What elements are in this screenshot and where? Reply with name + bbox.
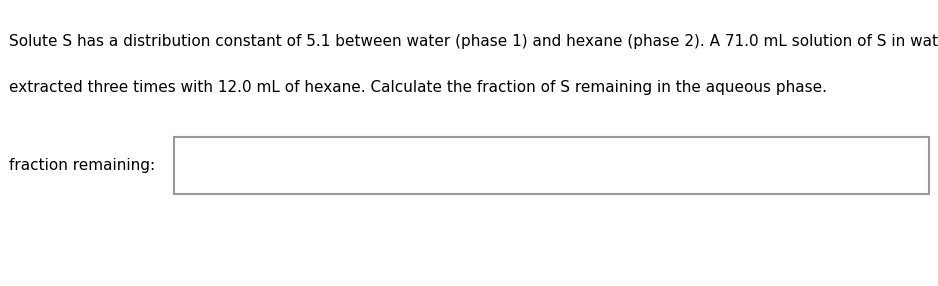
FancyBboxPatch shape [174, 137, 929, 194]
Text: extracted three times with 12.0 mL of hexane. Calculate the fraction of S remain: extracted three times with 12.0 mL of he… [9, 80, 827, 95]
Text: Solute S has a distribution constant of 5.1 between water (phase 1) and hexane (: Solute S has a distribution constant of … [9, 34, 938, 49]
Text: fraction remaining:: fraction remaining: [9, 158, 156, 173]
